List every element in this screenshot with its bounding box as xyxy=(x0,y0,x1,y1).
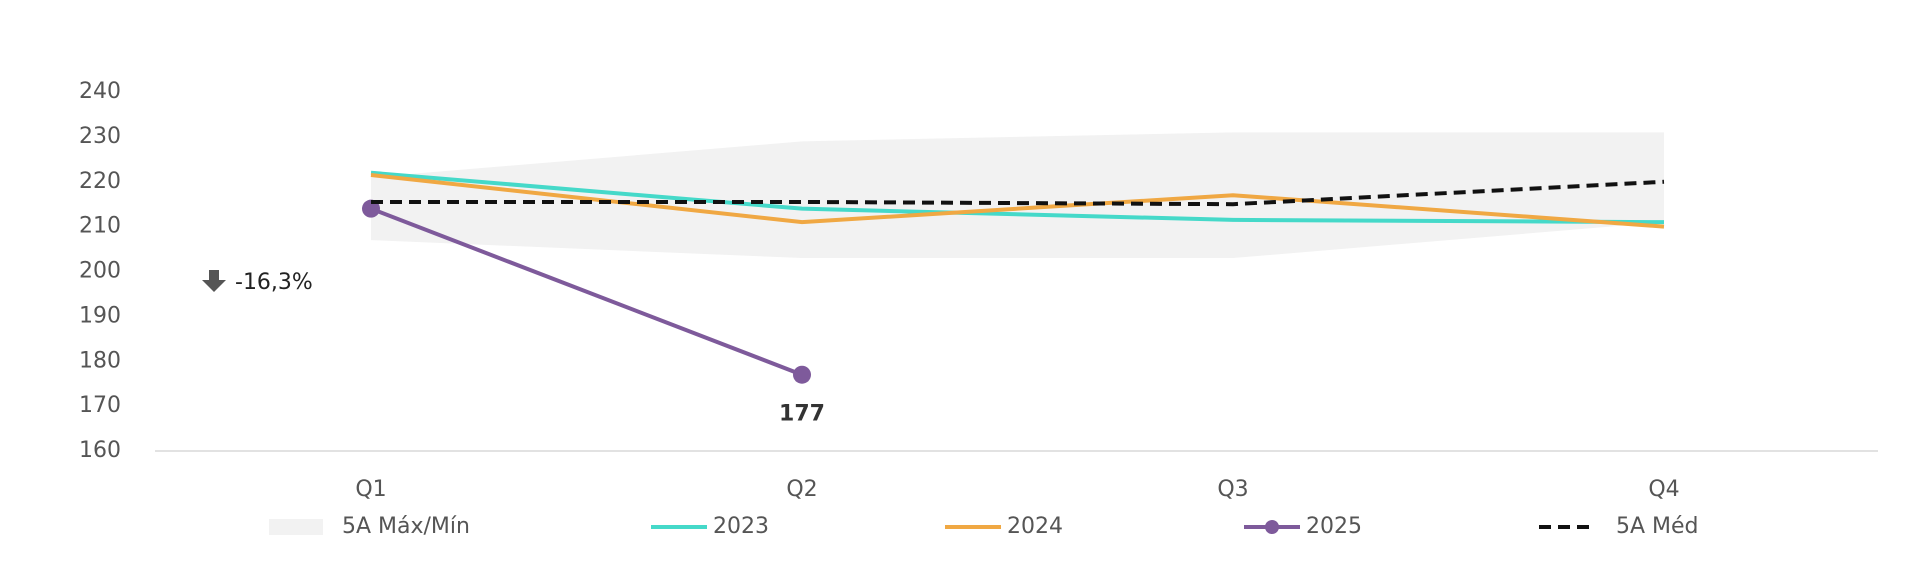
legend-label: 2024 xyxy=(1007,514,1063,539)
down-arrow-icon xyxy=(202,270,226,292)
legend-label: 5A Máx/Mín xyxy=(342,514,470,539)
y-tick-label: 160 xyxy=(79,438,121,463)
y-tick-label: 240 xyxy=(79,79,121,104)
y-tick-label: 210 xyxy=(79,214,121,239)
series-line xyxy=(370,173,1665,229)
series-line xyxy=(370,170,1665,225)
legend-swatch xyxy=(269,519,323,535)
y-tick-label: 230 xyxy=(79,124,121,149)
point xyxy=(362,199,380,218)
legend-marker xyxy=(1265,520,1279,534)
x-tick-label: Q1 xyxy=(355,477,386,502)
y-tick-label: 220 xyxy=(79,169,121,194)
x-tick-label: Q3 xyxy=(1217,477,1248,502)
point xyxy=(793,365,811,384)
value-label: 177 xyxy=(779,402,825,427)
y-tick-label: 200 xyxy=(79,259,121,284)
legend-label: 2023 xyxy=(713,514,769,539)
y-tick-label: 190 xyxy=(79,303,121,328)
band-area xyxy=(371,132,1664,259)
x-tick-label: Q2 xyxy=(786,477,817,502)
y-tick-label: 170 xyxy=(79,393,121,418)
annotation: -16,3% xyxy=(235,270,313,295)
legend-label: 5A Méd xyxy=(1616,514,1699,539)
y-tick-label: 180 xyxy=(79,348,121,373)
series-line xyxy=(370,206,803,377)
series-line xyxy=(371,179,1665,207)
legend-label: 2025 xyxy=(1306,514,1362,539)
x-tick-label: Q4 xyxy=(1648,477,1679,502)
